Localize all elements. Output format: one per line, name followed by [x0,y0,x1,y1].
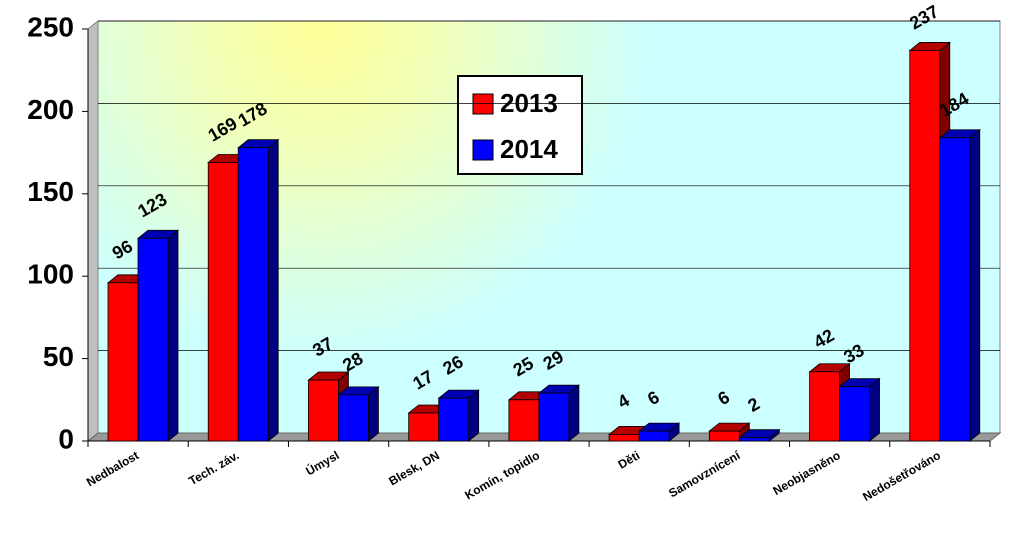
bar-front [137,237,169,442]
y-tick-label: 100 [27,259,74,290]
bar [637,422,681,442]
y-tick-label: 200 [27,94,74,125]
bar-side [969,128,981,442]
bar [838,377,881,442]
bar-front [438,397,470,442]
x-tick-label: Komín, topidlo [462,448,542,502]
bar [537,384,581,442]
bar-front [408,412,440,442]
legend-label: 2013 [500,88,558,118]
x-tick-label: Nedošetřováno [860,448,943,504]
bar-front [308,379,339,442]
bar-front [738,437,770,442]
x-tick-label: Děti [616,448,643,471]
bar-front [107,282,139,442]
bar-front [638,430,670,442]
side-wall [87,19,99,443]
y-tick-label: 50 [43,341,74,372]
legend-swatch [472,93,494,115]
y-tick-label: 150 [27,176,74,207]
bar [237,138,280,442]
y-tick-label: 250 [27,11,74,42]
bar-front [839,386,870,442]
bar-side [368,386,379,442]
x-tick-label: Tech. záv. [186,448,241,488]
y-tick-label: 0 [58,423,74,454]
bar-front [338,394,369,442]
bar-front [708,430,740,442]
legend: 2013 2014 [457,75,583,175]
bar-front [909,50,941,442]
bar-front [207,162,239,442]
bar-front [939,137,971,442]
bar [337,386,380,442]
bar [938,128,981,442]
bar [437,389,480,442]
bar-front [809,371,840,442]
bar-side [869,377,880,442]
x-tick-label: Blesk, DN [386,448,442,488]
x-tick-label: Úmysl [303,447,342,478]
x-tick-label: Samovznícení [666,448,743,500]
bar-front [508,399,540,442]
bar [136,229,180,442]
bar-front [538,392,570,442]
x-tick-label: Neobjasněno [770,448,842,498]
bar-side [468,389,480,442]
x-tick-label: Nedbalost [84,448,141,489]
legend-swatch [472,139,494,161]
bar [738,428,781,442]
legend-label: 2014 [500,134,558,164]
bar-side [167,229,179,442]
bar-front [608,434,640,442]
bar-side [267,138,279,442]
bar-side [568,384,580,442]
bar-front [237,147,269,442]
